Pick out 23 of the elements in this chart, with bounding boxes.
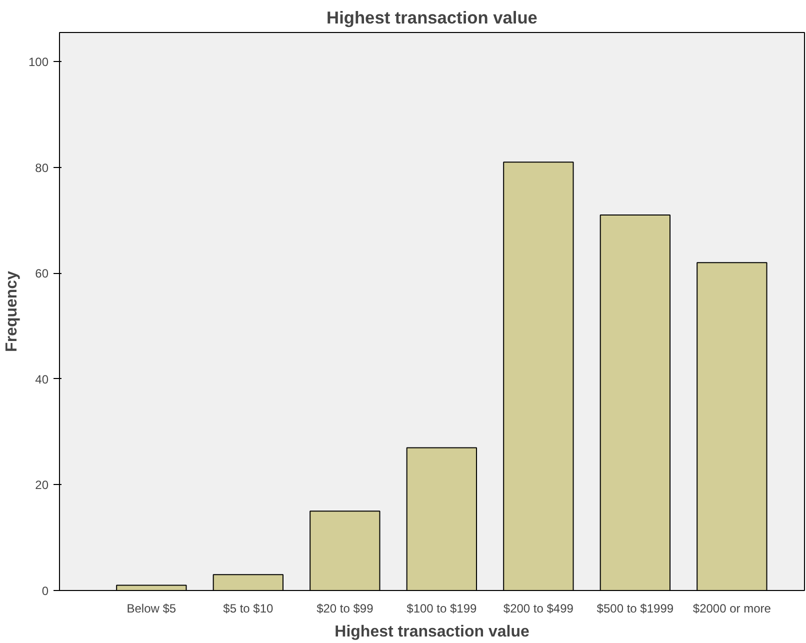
y-tick-label: 0 bbox=[42, 584, 49, 598]
y-tick-label: 20 bbox=[35, 478, 49, 492]
x-tick-label: Below $5 bbox=[126, 602, 176, 616]
x-tick-label: $5 to $10 bbox=[223, 602, 274, 616]
bar bbox=[116, 584, 187, 590]
bar bbox=[212, 574, 284, 590]
bar bbox=[310, 510, 380, 590]
x-tick-label: $2000 or more bbox=[692, 602, 772, 616]
y-tick-label: 80 bbox=[35, 160, 49, 175]
bar bbox=[696, 262, 768, 590]
y-axis-title: Frequency bbox=[3, 270, 20, 352]
y-tick-label: 100 bbox=[28, 55, 49, 70]
chart-title: Highest transaction value bbox=[326, 8, 538, 28]
x-tick-label: $100 to $199 bbox=[406, 602, 478, 616]
x-tick-label: $20 to $99 bbox=[316, 602, 374, 616]
y-tick-label: 60 bbox=[35, 266, 49, 281]
bar bbox=[600, 214, 671, 590]
bar bbox=[503, 162, 574, 590]
y-tick-label: 40 bbox=[35, 372, 49, 386]
x-axis-title: Highest transaction value bbox=[334, 624, 530, 640]
x-tick-label: $200 to $499 bbox=[503, 602, 574, 616]
bar bbox=[406, 447, 478, 590]
x-tick-label: $500 to $1999 bbox=[596, 602, 674, 616]
